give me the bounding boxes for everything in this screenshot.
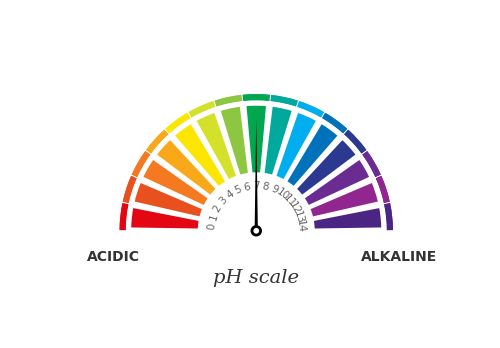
Wedge shape — [214, 95, 242, 106]
Wedge shape — [120, 203, 128, 230]
Wedge shape — [286, 122, 340, 188]
Text: 14: 14 — [295, 219, 306, 233]
Wedge shape — [270, 95, 298, 106]
Wedge shape — [166, 113, 190, 133]
Wedge shape — [322, 113, 347, 133]
Wedge shape — [142, 158, 210, 207]
Wedge shape — [166, 113, 190, 133]
Wedge shape — [126, 100, 387, 231]
Wedge shape — [132, 151, 150, 177]
Text: 0: 0 — [206, 222, 217, 230]
Wedge shape — [297, 101, 324, 117]
Wedge shape — [146, 130, 169, 153]
Wedge shape — [274, 111, 318, 181]
Text: 12: 12 — [288, 200, 302, 216]
Text: 2: 2 — [212, 203, 224, 214]
Text: ACIDIC: ACIDIC — [87, 250, 140, 264]
Wedge shape — [362, 151, 381, 177]
Text: 3: 3 — [217, 195, 229, 207]
Text: 7: 7 — [253, 181, 260, 191]
Wedge shape — [133, 181, 204, 218]
Wedge shape — [122, 176, 136, 203]
Wedge shape — [245, 104, 268, 174]
Wedge shape — [263, 105, 294, 176]
Wedge shape — [322, 113, 347, 133]
Text: 8: 8 — [262, 181, 270, 192]
Wedge shape — [132, 151, 150, 177]
Wedge shape — [219, 105, 250, 176]
Wedge shape — [155, 138, 218, 197]
Wedge shape — [242, 94, 270, 101]
Wedge shape — [362, 151, 381, 177]
Text: 1: 1 — [208, 212, 220, 222]
Wedge shape — [303, 158, 371, 207]
Text: 11: 11 — [282, 192, 298, 209]
Wedge shape — [195, 111, 238, 181]
Wedge shape — [146, 130, 169, 153]
Wedge shape — [214, 95, 242, 106]
Wedge shape — [242, 94, 270, 101]
Wedge shape — [270, 95, 298, 106]
Wedge shape — [384, 203, 393, 230]
Wedge shape — [309, 181, 380, 218]
Wedge shape — [122, 176, 136, 203]
Circle shape — [250, 225, 262, 237]
Text: 4: 4 — [224, 189, 235, 200]
Wedge shape — [376, 176, 390, 203]
Text: ALKALINE: ALKALINE — [361, 250, 437, 264]
Text: 6: 6 — [242, 181, 251, 192]
Text: 10: 10 — [274, 187, 291, 203]
Wedge shape — [344, 130, 366, 153]
Wedge shape — [384, 203, 393, 230]
Text: 9: 9 — [270, 184, 280, 196]
Circle shape — [254, 228, 259, 234]
Wedge shape — [188, 101, 216, 117]
Wedge shape — [312, 206, 382, 230]
Wedge shape — [120, 203, 128, 230]
Wedge shape — [297, 101, 324, 117]
Text: 5: 5 — [233, 184, 243, 196]
Text: 13: 13 — [292, 209, 306, 225]
Wedge shape — [173, 122, 227, 188]
Wedge shape — [295, 138, 358, 197]
Wedge shape — [376, 176, 390, 203]
Wedge shape — [188, 101, 216, 117]
Wedge shape — [130, 206, 200, 230]
Text: pH scale: pH scale — [213, 269, 299, 287]
Wedge shape — [344, 130, 366, 153]
Polygon shape — [254, 119, 258, 231]
